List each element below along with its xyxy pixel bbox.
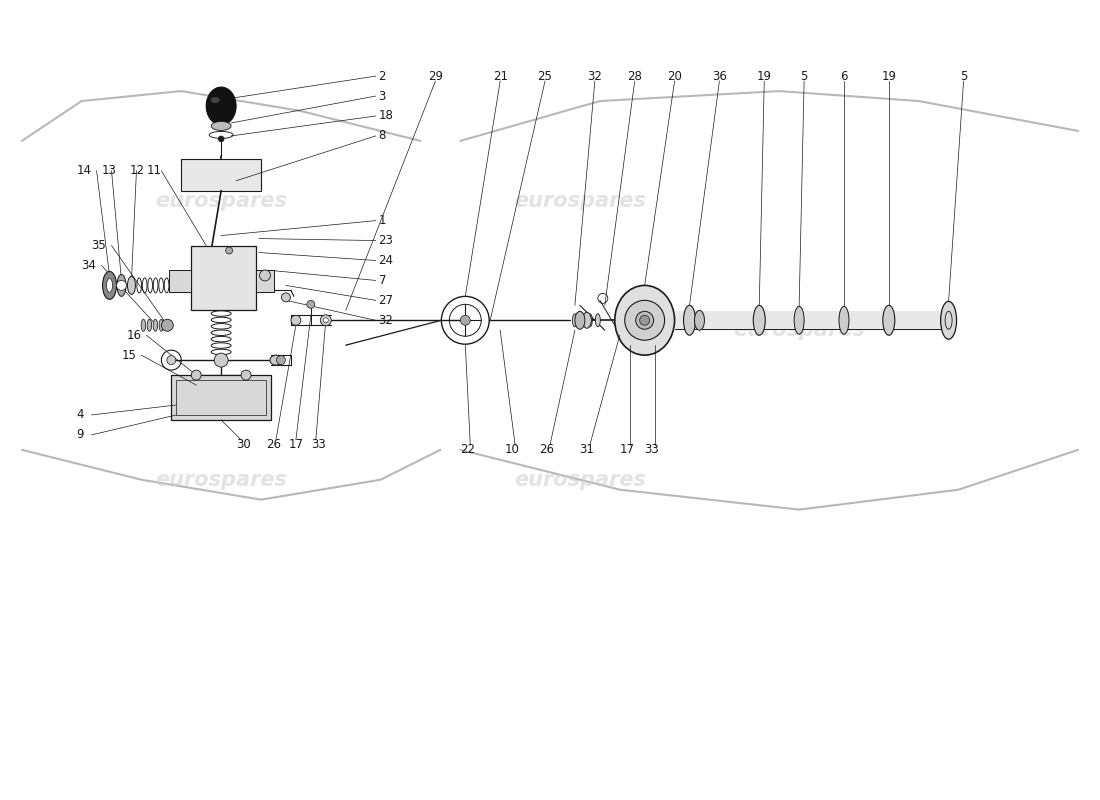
Text: 34: 34 xyxy=(81,259,97,272)
Circle shape xyxy=(640,315,650,326)
Text: 10: 10 xyxy=(505,443,519,456)
Text: 25: 25 xyxy=(538,70,552,82)
Circle shape xyxy=(307,300,315,308)
Bar xyxy=(182,159,261,190)
Circle shape xyxy=(460,315,471,326)
Text: 16: 16 xyxy=(126,329,142,342)
Bar xyxy=(674,311,948,330)
Circle shape xyxy=(323,318,328,322)
Ellipse shape xyxy=(587,314,593,326)
Text: 17: 17 xyxy=(289,438,304,451)
Text: eurospares: eurospares xyxy=(734,320,865,340)
Circle shape xyxy=(218,136,224,142)
Text: 21: 21 xyxy=(493,70,508,82)
Text: 22: 22 xyxy=(460,443,475,456)
Text: 4: 4 xyxy=(77,409,84,422)
Text: 5: 5 xyxy=(801,70,807,82)
Circle shape xyxy=(290,315,301,326)
Ellipse shape xyxy=(211,97,220,103)
Text: 19: 19 xyxy=(881,70,896,82)
Text: 33: 33 xyxy=(645,443,659,456)
Ellipse shape xyxy=(128,277,135,294)
Text: 32: 32 xyxy=(587,70,603,82)
Ellipse shape xyxy=(754,306,766,335)
Text: eurospares: eurospares xyxy=(155,190,287,210)
Ellipse shape xyxy=(141,319,145,331)
Ellipse shape xyxy=(575,311,585,330)
Ellipse shape xyxy=(694,310,704,330)
Circle shape xyxy=(167,356,176,365)
Ellipse shape xyxy=(211,122,231,130)
Text: 17: 17 xyxy=(619,443,635,456)
Text: 18: 18 xyxy=(378,110,394,122)
Text: 26: 26 xyxy=(539,443,554,456)
Text: 1: 1 xyxy=(378,214,386,227)
Ellipse shape xyxy=(206,87,236,125)
Text: 14: 14 xyxy=(77,164,91,178)
Text: 2: 2 xyxy=(378,70,386,82)
Ellipse shape xyxy=(270,355,282,365)
Text: 11: 11 xyxy=(146,164,162,178)
Circle shape xyxy=(276,356,285,365)
Text: 19: 19 xyxy=(757,70,772,82)
Ellipse shape xyxy=(883,306,894,335)
Text: 31: 31 xyxy=(580,443,594,456)
Ellipse shape xyxy=(582,312,592,328)
Text: 6: 6 xyxy=(840,70,848,82)
Circle shape xyxy=(117,281,126,290)
Circle shape xyxy=(214,353,228,367)
Ellipse shape xyxy=(794,306,804,334)
Circle shape xyxy=(260,270,271,281)
Text: 30: 30 xyxy=(236,438,251,451)
Text: 26: 26 xyxy=(266,438,280,451)
Ellipse shape xyxy=(940,302,957,339)
Text: 36: 36 xyxy=(712,70,727,82)
Ellipse shape xyxy=(107,278,112,292)
Text: 8: 8 xyxy=(378,130,386,142)
Ellipse shape xyxy=(153,319,157,331)
Ellipse shape xyxy=(160,319,164,331)
Ellipse shape xyxy=(147,319,152,331)
Circle shape xyxy=(226,247,232,254)
Text: 29: 29 xyxy=(428,70,443,82)
Text: eurospares: eurospares xyxy=(514,190,646,210)
Ellipse shape xyxy=(117,274,126,296)
Bar xyxy=(191,246,256,310)
Text: 32: 32 xyxy=(378,314,394,326)
Text: eurospares: eurospares xyxy=(514,470,646,490)
Circle shape xyxy=(320,314,331,326)
Circle shape xyxy=(191,370,201,380)
Ellipse shape xyxy=(580,314,584,326)
Ellipse shape xyxy=(625,300,664,340)
Text: 20: 20 xyxy=(667,70,682,82)
Bar xyxy=(172,375,271,420)
Bar xyxy=(169,270,191,292)
Text: 9: 9 xyxy=(77,428,84,442)
Ellipse shape xyxy=(683,306,695,335)
Text: 28: 28 xyxy=(627,70,642,82)
Circle shape xyxy=(282,293,290,302)
Text: 3: 3 xyxy=(378,90,386,102)
Ellipse shape xyxy=(572,314,578,326)
Ellipse shape xyxy=(595,314,601,326)
Ellipse shape xyxy=(839,306,849,334)
Ellipse shape xyxy=(615,286,674,355)
Bar xyxy=(176,380,266,415)
Circle shape xyxy=(241,370,251,380)
Text: 12: 12 xyxy=(130,164,144,178)
Text: 33: 33 xyxy=(311,438,326,451)
Text: 27: 27 xyxy=(378,294,394,307)
Text: 5: 5 xyxy=(960,70,967,82)
Text: 23: 23 xyxy=(378,234,394,247)
Bar xyxy=(256,270,274,292)
Text: eurospares: eurospares xyxy=(155,470,287,490)
Text: 13: 13 xyxy=(101,164,117,178)
Text: 7: 7 xyxy=(378,274,386,287)
Ellipse shape xyxy=(102,271,117,299)
Ellipse shape xyxy=(636,311,653,330)
Text: 15: 15 xyxy=(121,349,136,362)
Text: 24: 24 xyxy=(378,254,394,267)
Circle shape xyxy=(162,319,174,331)
Text: 35: 35 xyxy=(91,239,107,252)
